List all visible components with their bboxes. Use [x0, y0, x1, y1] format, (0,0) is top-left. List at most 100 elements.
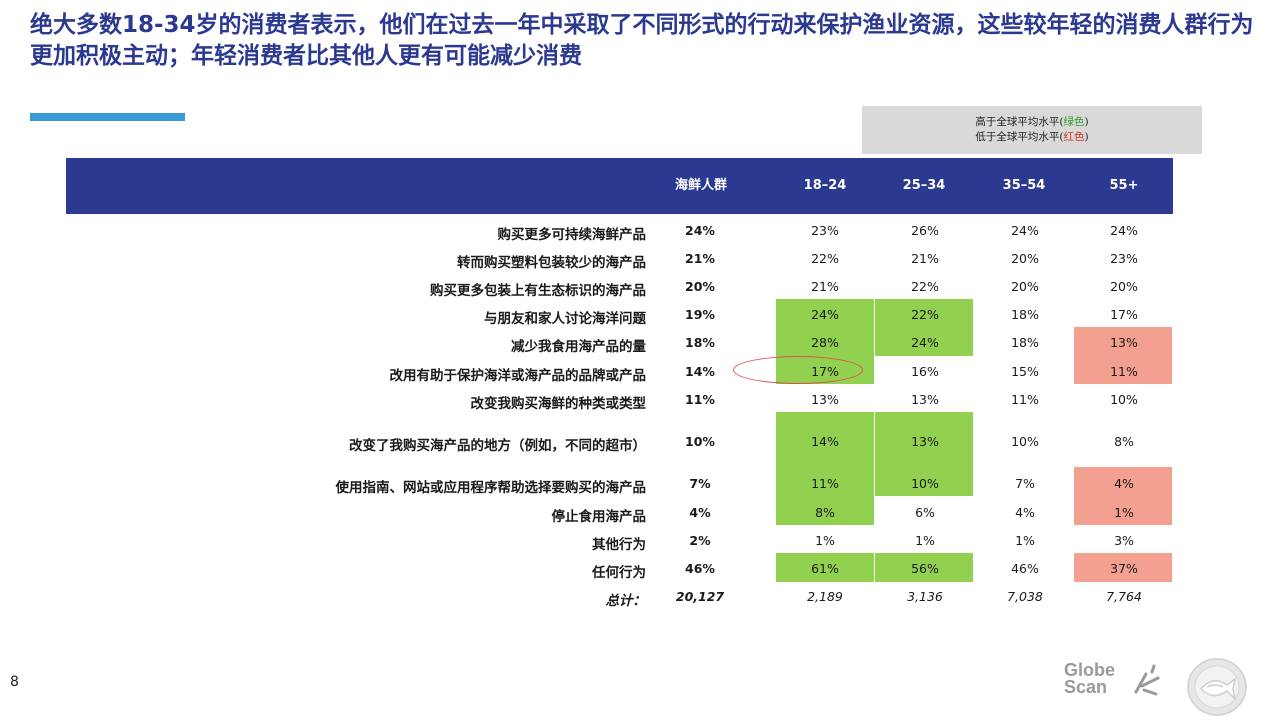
cell-col-55-plus: 4%: [1114, 476, 1134, 491]
cell-col-18-24: 23%: [811, 223, 839, 238]
page-title: 绝大多数18-34岁的消费者表示，他们在过去一年中采取了不同形式的行动来保护渔业…: [30, 12, 1254, 69]
row-label: 转而购买塑料包装较少的海产品: [457, 255, 646, 271]
total-label: 总计：: [605, 593, 647, 609]
cell-col-all: 2%: [689, 533, 711, 548]
cell-col-25-34: 26%: [911, 223, 939, 238]
cell-col-35-54: 4%: [1015, 505, 1035, 520]
below-average-cell-bg: [1074, 553, 1172, 582]
row-label: 改变了我购买海产品的地方（例如，不同的超市）: [349, 438, 646, 454]
cell-col-all: 18%: [685, 335, 715, 350]
cell-col-all: 11%: [685, 392, 715, 407]
logo-line2: Scan: [1064, 677, 1108, 697]
cell-col-25-34: 10%: [911, 476, 939, 491]
cell-col-55-plus: 23%: [1110, 251, 1138, 266]
cell-col-35-54: 18%: [1011, 335, 1039, 350]
cell-col-35-54: 18%: [1011, 307, 1039, 322]
cell-col-25-34: 21%: [911, 251, 939, 266]
row-label: 改用有助于保护海洋或海产品的品牌或产品: [389, 368, 647, 384]
cell-col-18-24: 14%: [811, 434, 839, 449]
total-col-all: 20,127: [675, 589, 725, 604]
cell-col-all: 20%: [685, 279, 715, 294]
cell-col-18-24: 1%: [815, 533, 835, 548]
legend-above-suffix: ): [1084, 116, 1089, 128]
total-col-25-34: 3,136: [907, 589, 943, 604]
cell-col-25-34: 13%: [911, 392, 939, 407]
above-average-cell-bg: [875, 299, 973, 356]
cell-col-25-34: 22%: [911, 279, 939, 294]
cell-col-all: 4%: [689, 505, 711, 520]
row-label: 使用指南、网站或应用程序帮助选择要购买的海产品: [335, 480, 647, 496]
legend-below: 低于全球平均水平(红色): [862, 130, 1202, 145]
cell-col-all: 46%: [685, 561, 715, 576]
legend-above: 高于全球平均水平(绿色): [862, 115, 1202, 130]
globescan-logo: Globe Scan: [1064, 660, 1116, 697]
cell-col-35-54: 24%: [1011, 223, 1039, 238]
table-header: 海鲜人群 18–24 25–34 35–54 55+: [66, 158, 1173, 214]
cell-col-18-24: 21%: [811, 279, 839, 294]
msc-seal-icon: [1187, 658, 1247, 716]
cell-col-55-plus: 13%: [1110, 335, 1138, 350]
cell-col-18-24: 24%: [811, 307, 839, 322]
cell-col-25-34: 6%: [915, 505, 935, 520]
total-col-18-24: 2,189: [807, 589, 843, 604]
cell-col-55-plus: 1%: [1114, 505, 1134, 520]
cell-col-18-24: 13%: [811, 392, 839, 407]
highlight-circle: [733, 356, 863, 384]
below-average-cell-bg: [1074, 467, 1172, 525]
above-average-cell-bg: [776, 553, 874, 582]
cell-col-25-34: 22%: [911, 307, 939, 322]
cell-col-55-plus: 24%: [1110, 223, 1138, 238]
cell-col-55-plus: 11%: [1110, 364, 1138, 379]
cell-col-25-34: 16%: [911, 364, 939, 379]
row-label: 停止食用海产品: [551, 509, 647, 525]
cell-col-55-plus: 10%: [1110, 392, 1138, 407]
cell-col-35-54: 20%: [1011, 251, 1039, 266]
cell-col-55-plus: 37%: [1110, 561, 1138, 576]
cell-col-18-24: 61%: [811, 561, 839, 576]
cell-col-55-plus: 3%: [1114, 533, 1134, 548]
logo-line1: Globe: [1064, 660, 1116, 680]
row-label: 购买更多可持续海鲜产品: [497, 227, 647, 243]
cell-col-all: 21%: [685, 251, 715, 266]
header-25-34: 25–34: [902, 178, 946, 193]
legend-below-text: 低于全球平均水平(: [975, 131, 1064, 143]
cell-col-35-54: 15%: [1011, 364, 1039, 379]
cell-col-all: 10%: [685, 434, 715, 449]
legend-above-text: 高于全球平均水平(: [975, 116, 1064, 128]
below-average-cell-bg: [1074, 327, 1172, 384]
row-label: 其他行为: [592, 537, 646, 553]
row-label: 购买更多包装上有生态标识的海产品: [430, 283, 646, 299]
cell-col-35-54: 20%: [1011, 279, 1039, 294]
total-col-35-54: 7,038: [1007, 589, 1043, 604]
globescan-mark-icon: [1134, 664, 1160, 696]
above-average-cell-bg: [875, 412, 973, 496]
legend-below-color: 红色: [1063, 131, 1085, 143]
row-label: 与朋友和家人讨论海洋问题: [484, 311, 646, 327]
cell-col-25-34: 24%: [911, 335, 939, 350]
legend-below-suffix: ): [1084, 131, 1089, 143]
cell-col-18-24: 22%: [811, 251, 839, 266]
cell-col-all: 24%: [685, 223, 715, 238]
cell-col-18-24: 11%: [811, 476, 839, 491]
header-55-plus: 55+: [1109, 178, 1139, 193]
accent-bar: [30, 113, 185, 121]
cell-col-55-plus: 8%: [1114, 434, 1134, 449]
header-seafood-population: 海鲜人群: [674, 178, 727, 193]
above-average-cell-bg: [875, 553, 973, 582]
legend-above-color: 绿色: [1063, 116, 1085, 128]
cell-col-18-24: 8%: [815, 505, 835, 520]
cell-col-35-54: 11%: [1011, 392, 1039, 407]
row-label: 减少我食用海产品的量: [511, 339, 646, 355]
header-35-54: 35–54: [1002, 178, 1046, 193]
cell-col-18-24: 28%: [811, 335, 839, 350]
cell-col-35-54: 10%: [1011, 434, 1039, 449]
row-label: 改变我购买海鲜的种类或类型: [470, 396, 647, 412]
row-label: 任何行为: [592, 565, 646, 581]
cell-col-55-plus: 20%: [1110, 279, 1138, 294]
page-number: 8: [10, 674, 19, 690]
cell-col-all: 19%: [685, 307, 715, 322]
total-col-55-plus: 7,764: [1106, 589, 1142, 604]
cell-col-25-34: 13%: [911, 434, 939, 449]
cell-col-55-plus: 17%: [1110, 307, 1138, 322]
cell-col-25-34: 1%: [915, 533, 935, 548]
